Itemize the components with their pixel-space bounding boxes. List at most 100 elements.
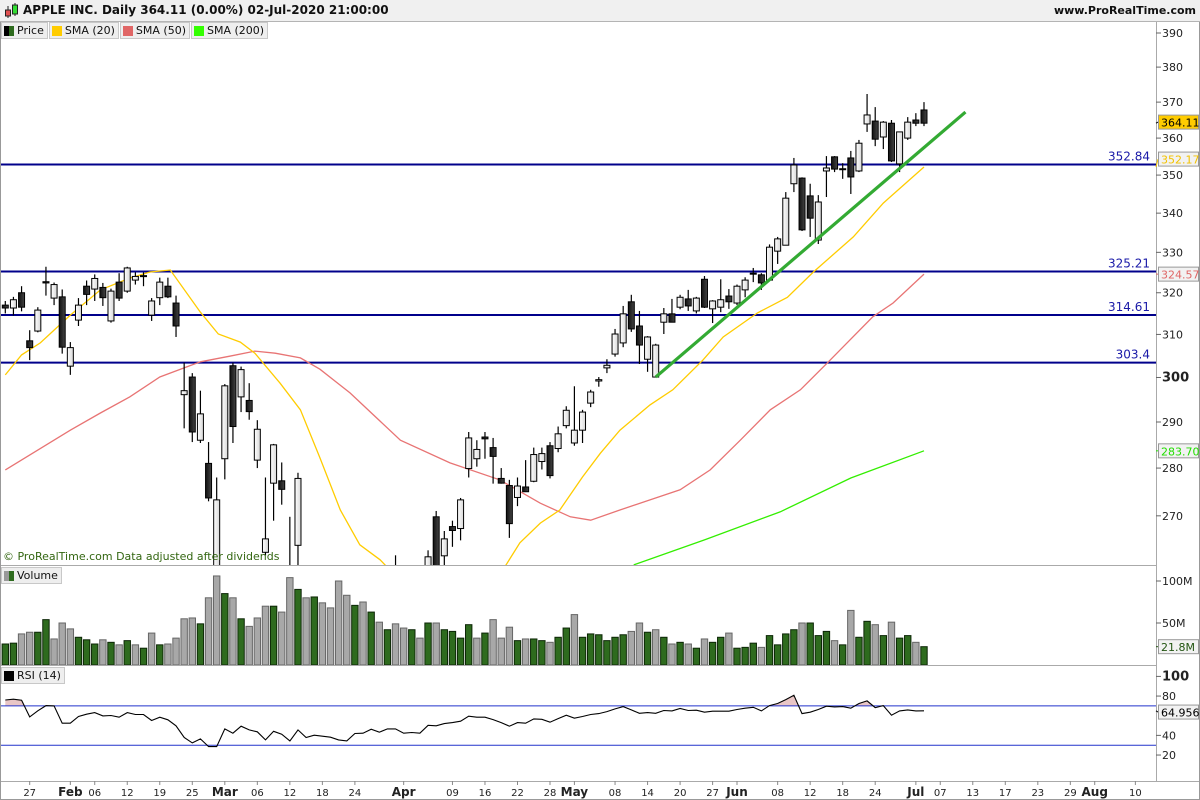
candle[interactable]	[278, 462, 286, 505]
legend-price[interactable]: Price	[1, 22, 48, 39]
legend-rsi[interactable]: RSI (14)	[1, 667, 65, 684]
candle[interactable]	[660, 308, 668, 335]
candle[interactable]	[83, 280, 91, 306]
candle[interactable]	[798, 177, 806, 232]
candle[interactable]	[855, 139, 863, 173]
candle[interactable]	[294, 472, 302, 586]
candle[interactable]	[676, 294, 684, 310]
candle[interactable]	[847, 150, 855, 194]
candle[interactable]	[473, 440, 481, 467]
candle[interactable]	[74, 298, 82, 326]
candle[interactable]	[465, 431, 473, 478]
candle[interactable]	[896, 131, 904, 173]
candle[interactable]	[505, 479, 513, 538]
candle[interactable]	[692, 296, 700, 314]
candle[interactable]	[432, 510, 440, 576]
candle[interactable]	[213, 477, 221, 585]
site-link[interactable]: www.ProRealTime.com	[1053, 4, 1196, 17]
candle[interactable]	[424, 550, 432, 622]
candle[interactable]	[839, 163, 847, 179]
candle[interactable]	[831, 156, 839, 173]
candle[interactable]	[115, 273, 123, 301]
candle[interactable]	[733, 284, 741, 306]
candle[interactable]	[34, 307, 42, 333]
price-panel[interactable]	[0, 93, 1156, 800]
candle[interactable]	[172, 295, 180, 337]
candle[interactable]	[26, 330, 34, 361]
volume-panel[interactable]	[1, 575, 928, 666]
candle[interactable]	[562, 406, 570, 429]
legend-sma20[interactable]: SMA (20)	[48, 22, 119, 39]
candle[interactable]	[164, 277, 172, 299]
candle[interactable]	[287, 516, 293, 628]
legend-volume[interactable]: Volume	[1, 567, 62, 584]
candle[interactable]	[774, 236, 782, 264]
candle[interactable]	[879, 121, 887, 150]
candle[interactable]	[554, 426, 562, 453]
candle[interactable]	[448, 520, 456, 547]
candle[interactable]	[123, 266, 131, 293]
candle[interactable]	[9, 296, 17, 316]
candle[interactable]	[107, 288, 115, 323]
candle[interactable]	[229, 362, 237, 443]
candle[interactable]	[587, 389, 595, 408]
candle[interactable]	[522, 460, 530, 493]
candle[interactable]	[887, 119, 895, 163]
candle[interactable]	[131, 272, 139, 285]
candle[interactable]	[530, 447, 538, 483]
candle[interactable]	[717, 279, 725, 313]
legend-sma200[interactable]: SMA (200)	[191, 22, 269, 39]
candle[interactable]	[579, 409, 587, 443]
candle[interactable]	[497, 468, 505, 484]
candle[interactable]	[489, 437, 497, 484]
candle[interactable]	[261, 477, 269, 556]
candle[interactable]	[635, 310, 643, 364]
candle[interactable]	[42, 266, 50, 296]
candle[interactable]	[546, 442, 554, 479]
candle[interactable]	[700, 276, 708, 309]
candle[interactable]	[66, 342, 74, 375]
candle[interactable]	[245, 383, 253, 420]
trendline[interactable]	[654, 110, 967, 379]
candle[interactable]	[188, 373, 196, 443]
candle[interactable]	[644, 336, 652, 372]
candle[interactable]	[725, 289, 733, 309]
candle[interactable]	[863, 93, 871, 132]
candle[interactable]	[156, 277, 164, 306]
candle[interactable]	[749, 267, 757, 283]
candle[interactable]	[904, 117, 912, 140]
candle[interactable]	[782, 192, 790, 246]
candle[interactable]	[652, 343, 660, 378]
candle[interactable]	[270, 443, 278, 521]
candle[interactable]	[684, 289, 692, 311]
candle[interactable]	[871, 107, 879, 147]
candle[interactable]	[221, 384, 229, 480]
candle[interactable]	[570, 386, 578, 446]
candle[interactable]	[91, 274, 99, 301]
candle[interactable]	[709, 300, 717, 324]
candle[interactable]	[50, 282, 58, 306]
candle[interactable]	[205, 442, 213, 502]
candle[interactable]	[806, 183, 814, 237]
candle[interactable]	[99, 282, 107, 306]
candle[interactable]	[457, 497, 465, 541]
candle[interactable]	[790, 157, 798, 193]
candle[interactable]	[1, 300, 9, 314]
candle[interactable]	[822, 156, 830, 198]
candle[interactable]	[538, 447, 546, 470]
candle[interactable]	[513, 477, 521, 507]
legend-sma50[interactable]: SMA (50)	[119, 22, 190, 39]
candle[interactable]	[148, 298, 156, 321]
candle[interactable]	[741, 277, 749, 298]
candle[interactable]	[196, 390, 204, 443]
candle[interactable]	[253, 420, 261, 469]
candle[interactable]	[237, 366, 245, 413]
candle[interactable]	[603, 359, 611, 374]
candle[interactable]	[611, 328, 619, 357]
candle[interactable]	[766, 244, 774, 281]
candle[interactable]	[595, 377, 603, 387]
candle[interactable]	[440, 530, 448, 570]
candle[interactable]	[920, 102, 928, 127]
candle[interactable]	[58, 289, 66, 354]
